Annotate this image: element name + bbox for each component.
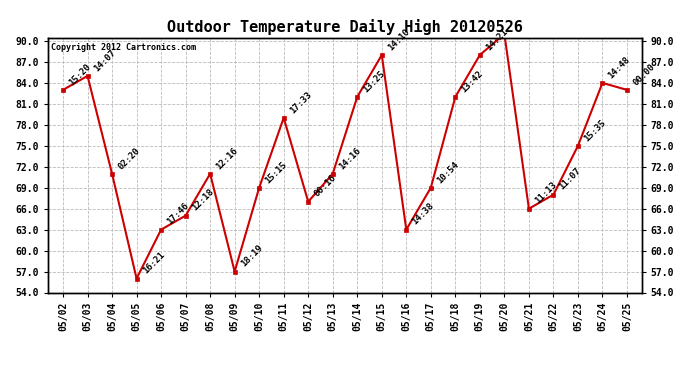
Text: 15:15: 15:15	[264, 159, 288, 185]
Text: 10:54: 10:54	[435, 159, 460, 185]
Text: 18:19: 18:19	[239, 243, 264, 269]
Text: 12:16: 12:16	[215, 146, 239, 171]
Text: 14:48: 14:48	[607, 55, 632, 80]
Text: 14:16: 14:16	[337, 146, 362, 171]
Text: 16:21: 16:21	[141, 251, 166, 276]
Text: 14:10: 14:10	[386, 27, 411, 52]
Text: 13:25: 13:25	[362, 69, 387, 94]
Text: 14:07: 14:07	[92, 48, 117, 73]
Text: 15:20: 15:20	[0, 374, 1, 375]
Text: Copyright 2012 Cartronics.com: Copyright 2012 Cartronics.com	[51, 43, 196, 52]
Text: 13:42: 13:42	[460, 69, 485, 94]
Text: 11:07: 11:07	[558, 166, 583, 192]
Text: 14:21: 14:21	[484, 27, 509, 52]
Title: Outdoor Temperature Daily High 20120526: Outdoor Temperature Daily High 20120526	[167, 19, 523, 35]
Text: 00:00: 00:00	[631, 62, 656, 87]
Text: 02:20: 02:20	[116, 146, 141, 171]
Text: 17:33: 17:33	[288, 90, 313, 115]
Text: 17:46: 17:46	[166, 201, 190, 227]
Text: 15:20: 15:20	[67, 62, 92, 87]
Text: 15:35: 15:35	[582, 118, 607, 143]
Text: 11:13: 11:13	[533, 180, 558, 206]
Text: 00:16: 00:16	[313, 174, 337, 199]
Text: 14:38: 14:38	[411, 201, 436, 227]
Text: 12:18: 12:18	[190, 188, 215, 213]
